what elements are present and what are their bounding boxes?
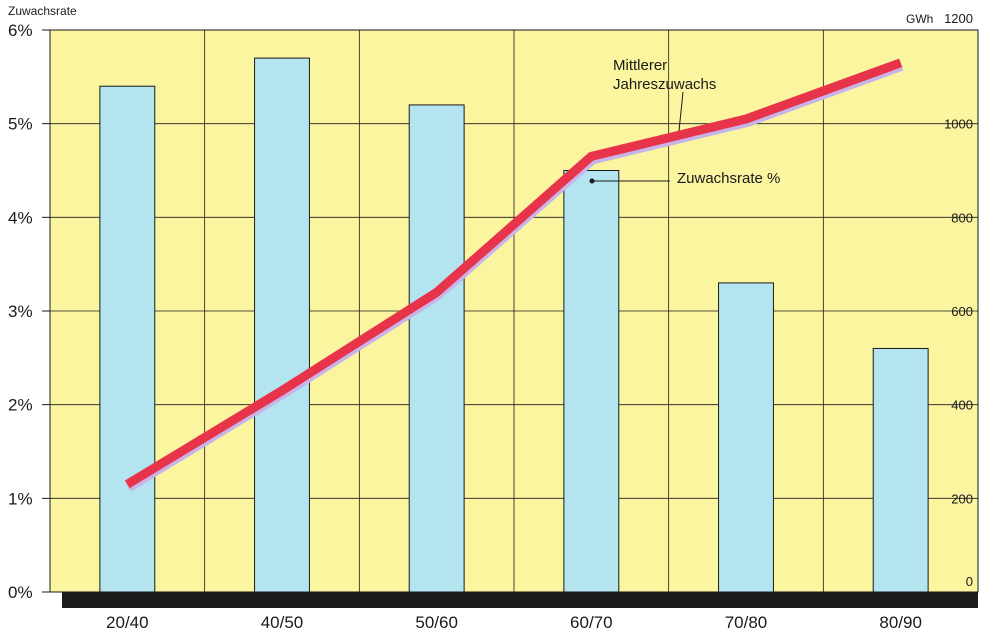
- right-tick-label: 400: [951, 398, 973, 413]
- annotation-line-leader: [678, 91, 684, 132]
- bar: [872, 347, 929, 593]
- left-tick-label: 2%: [8, 396, 33, 415]
- growth-line: [124, 58, 904, 492]
- annotation-jahreszuwachs: Jahreszuwachs: [613, 76, 716, 93]
- right-tick-label: 0: [966, 574, 973, 589]
- left-tick-label: 6%: [8, 21, 33, 40]
- right-tick-label: 200: [951, 491, 973, 506]
- right-axis-unit: GWh: [906, 12, 933, 26]
- bars: [99, 57, 929, 593]
- right-tick-label: 1200: [944, 11, 973, 26]
- x-tick-label: 50/60: [415, 613, 458, 632]
- right-tick-label: 1000: [944, 117, 973, 132]
- x-axis: 20/40 40/50 50/60 60/70 70/80 80/90: [106, 613, 922, 632]
- bar: [408, 104, 465, 593]
- right-tick-label: 800: [951, 210, 973, 225]
- growth-line-path: [124, 58, 903, 489]
- x-tick-label: 20/40: [106, 613, 149, 632]
- left-axis-title: Zuwachsrate: [8, 4, 77, 18]
- bar: [563, 170, 620, 593]
- left-tick-label: 0%: [8, 583, 33, 602]
- left-tick-label: 5%: [8, 115, 33, 134]
- left-tick-label: 1%: [8, 489, 33, 508]
- annotation-rate-dot: [589, 178, 595, 184]
- right-tick-label: 600: [951, 304, 973, 319]
- left-tick-label: 4%: [8, 208, 33, 227]
- x-tick-label: 40/50: [261, 613, 304, 632]
- right-axis: 0 200 400 600 800 1000 1200: [944, 11, 973, 589]
- annotation-zuwachsrate: Zuwachsrate %: [677, 170, 780, 187]
- bar: [254, 57, 310, 593]
- gridlines: [50, 29, 978, 593]
- x-tick-label: 70/80: [725, 613, 768, 632]
- bar: [718, 282, 774, 593]
- annotation-mittlerer: Mittlerer: [613, 57, 667, 74]
- left-axis: 0% 1% 2% 3% 4% 5% 6%: [8, 21, 50, 602]
- x-tick-label: 80/90: [879, 613, 922, 632]
- left-tick-label: 3%: [8, 302, 33, 321]
- bar: [99, 85, 156, 593]
- x-tick-label: 60/70: [570, 613, 613, 632]
